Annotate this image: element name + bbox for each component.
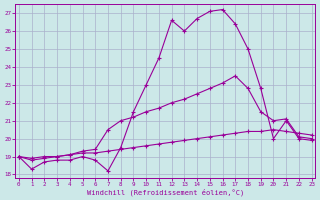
- X-axis label: Windchill (Refroidissement éolien,°C): Windchill (Refroidissement éolien,°C): [87, 188, 244, 196]
